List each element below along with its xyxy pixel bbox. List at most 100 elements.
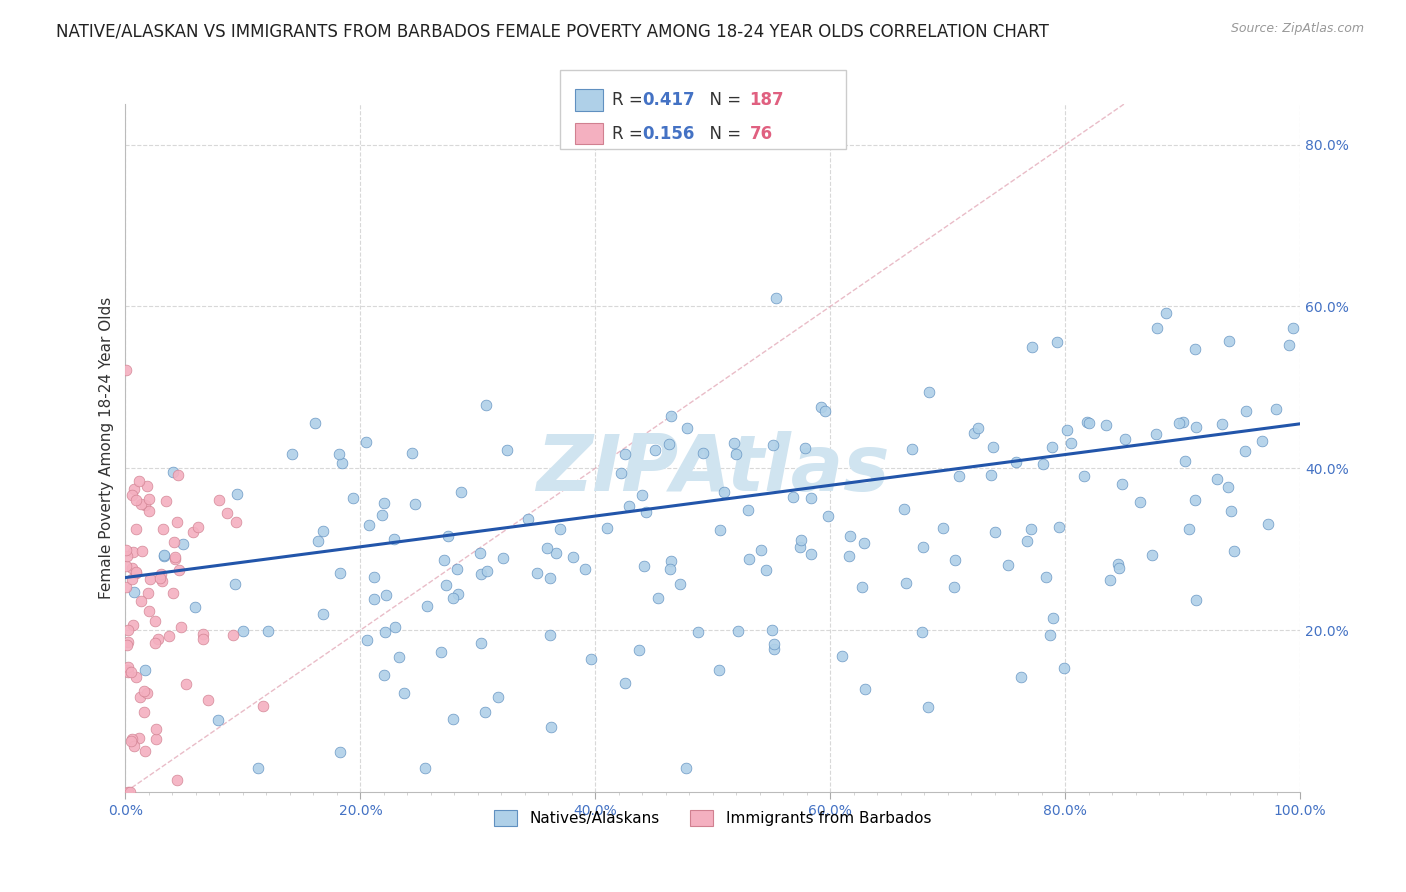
Point [644, 443, 666, 458]
Point [1073, 468, 1095, 483]
Point [1047, 520, 1070, 534]
Point [1129, 495, 1152, 509]
Point [894, 576, 917, 591]
Text: 76: 76 [749, 125, 772, 143]
Point [371, 508, 394, 523]
Point [470, 636, 492, 650]
Point [170, 620, 193, 634]
Point [853, 682, 876, 697]
Point [688, 624, 710, 639]
Point [596, 521, 619, 535]
Point [675, 421, 697, 435]
Point [121, 617, 143, 632]
Point [392, 686, 415, 700]
Point [117, 623, 139, 637]
Point [136, 686, 159, 700]
Point [446, 562, 468, 576]
Point [117, 634, 139, 648]
Point [121, 561, 143, 575]
Point [496, 442, 519, 457]
Point [1223, 544, 1246, 558]
Point [997, 558, 1019, 573]
Point [167, 468, 190, 483]
Point [1211, 417, 1233, 432]
Point [943, 553, 966, 567]
Point [153, 549, 176, 563]
Point [810, 400, 832, 414]
Point [536, 541, 558, 556]
Point [981, 440, 1004, 454]
Point [128, 731, 150, 746]
Point [468, 546, 491, 560]
Point [134, 498, 156, 512]
Point [800, 491, 823, 506]
Point [430, 645, 453, 659]
Point [304, 416, 326, 430]
Point [817, 508, 839, 523]
Point [548, 522, 571, 536]
Point [134, 744, 156, 758]
Point [1035, 569, 1057, 583]
Point [574, 562, 596, 576]
Point [1206, 472, 1229, 486]
Point [121, 488, 143, 502]
Point [373, 496, 395, 510]
Point [1168, 416, 1191, 430]
Point [727, 624, 749, 639]
Point [225, 515, 247, 529]
Point [918, 384, 941, 399]
Point [117, 659, 139, 673]
Point [128, 474, 150, 488]
Point [363, 569, 385, 583]
Point [124, 584, 146, 599]
Point [401, 446, 423, 460]
Point [1144, 427, 1167, 442]
Point [901, 442, 924, 457]
Point [437, 529, 460, 543]
Text: NATIVE/ALASKAN VS IMMIGRANTS FROM BARBADOS FEMALE POVERTY AMONG 18-24 YEAR OLDS : NATIVE/ALASKAN VS IMMIGRANTS FROM BARBAD… [56, 22, 1049, 40]
Point [433, 553, 456, 567]
Point [150, 566, 173, 581]
Point [839, 529, 862, 543]
Point [447, 587, 470, 601]
Text: ZIPAtlas: ZIPAtlas [536, 431, 890, 507]
Text: 0.156: 0.156 [643, 125, 695, 143]
Point [1265, 401, 1288, 416]
Point [1218, 480, 1240, 494]
Point [416, 599, 439, 613]
Point [765, 291, 787, 305]
Point [967, 421, 990, 435]
Point [384, 532, 406, 546]
Point [157, 629, 180, 643]
Point [789, 540, 811, 554]
Point [1042, 441, 1064, 455]
Point [354, 434, 377, 449]
Point [526, 566, 548, 580]
Point [152, 522, 174, 536]
Point [373, 668, 395, 682]
Point [738, 551, 761, 566]
Point [762, 438, 785, 452]
Point [166, 515, 188, 529]
Point [138, 604, 160, 618]
Point [614, 447, 637, 461]
Point [374, 625, 396, 640]
Point [356, 632, 378, 647]
Point [132, 705, 155, 719]
Point [633, 559, 655, 574]
Point [470, 567, 492, 582]
Point [581, 652, 603, 666]
Point [145, 722, 167, 736]
Point [114, 580, 136, 594]
Point [129, 690, 152, 704]
Point [1021, 340, 1043, 354]
Point [709, 663, 731, 677]
Point [1234, 404, 1257, 418]
Point [329, 566, 352, 581]
Point [562, 550, 585, 565]
Point [312, 607, 335, 622]
Text: N =: N = [699, 91, 747, 109]
Point [152, 574, 174, 588]
Point [609, 467, 631, 481]
Point [1077, 416, 1099, 430]
